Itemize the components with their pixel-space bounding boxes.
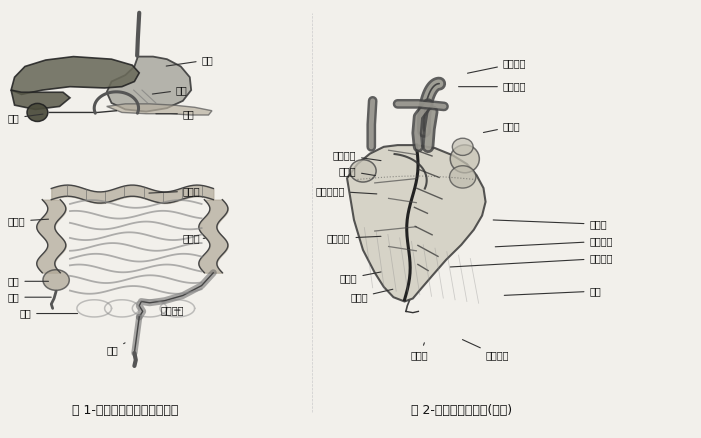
Polygon shape [11,57,139,95]
Ellipse shape [350,160,376,182]
Text: 右心室: 右心室 [350,289,393,302]
Text: 胸肋面: 胸肋面 [411,343,428,360]
Text: 动脉韧带: 动脉韧带 [468,58,526,73]
Text: 直肠: 直肠 [107,343,125,355]
Text: 贲门: 贲门 [166,55,213,66]
Text: 室房结支: 室房结支 [332,150,381,161]
Text: 阑尾: 阑尾 [8,292,51,302]
Text: 升结肠: 升结肠 [8,216,48,226]
Text: 胰管: 胰管 [156,109,195,119]
Ellipse shape [450,145,479,173]
Text: 左肺动脉: 左肺动脉 [458,81,526,92]
Text: 图 1-人体消化系统结构模式图: 图 1-人体消化系统结构模式图 [72,404,179,417]
Text: 图 2-心的外形和血管(前面): 图 2-心的外形和血管(前面) [411,404,512,417]
Polygon shape [11,90,70,110]
Polygon shape [107,57,191,112]
Text: 心大静脉: 心大静脉 [496,237,613,247]
Text: 右缘支: 右缘支 [340,272,381,283]
Text: 前室间支: 前室间支 [450,254,613,267]
Ellipse shape [43,270,69,290]
Text: 右冠状动脉: 右冠状动脉 [315,186,377,196]
Text: 乙状结肠: 乙状结肠 [160,305,184,315]
Text: 降结肠: 降结肠 [183,233,205,244]
Text: 回肠: 回肠 [20,308,78,318]
Ellipse shape [452,138,473,155]
Text: 盲肠: 盲肠 [8,276,48,286]
Text: 横结肠: 横结肠 [149,186,200,196]
Text: 心尖切迹: 心尖切迹 [463,339,509,360]
Polygon shape [347,145,486,301]
Text: 左缘支: 左缘支 [494,219,607,229]
Ellipse shape [449,166,476,188]
Text: 幽门: 幽门 [152,85,188,95]
Text: 胆囊: 胆囊 [8,113,43,123]
Polygon shape [107,104,212,115]
Text: 左心耳: 左心耳 [484,122,521,133]
Text: 心尖: 心尖 [504,286,601,296]
Ellipse shape [27,103,48,121]
Text: 右心耳: 右心耳 [339,166,376,176]
Text: 心前静脉: 心前静脉 [327,233,381,244]
